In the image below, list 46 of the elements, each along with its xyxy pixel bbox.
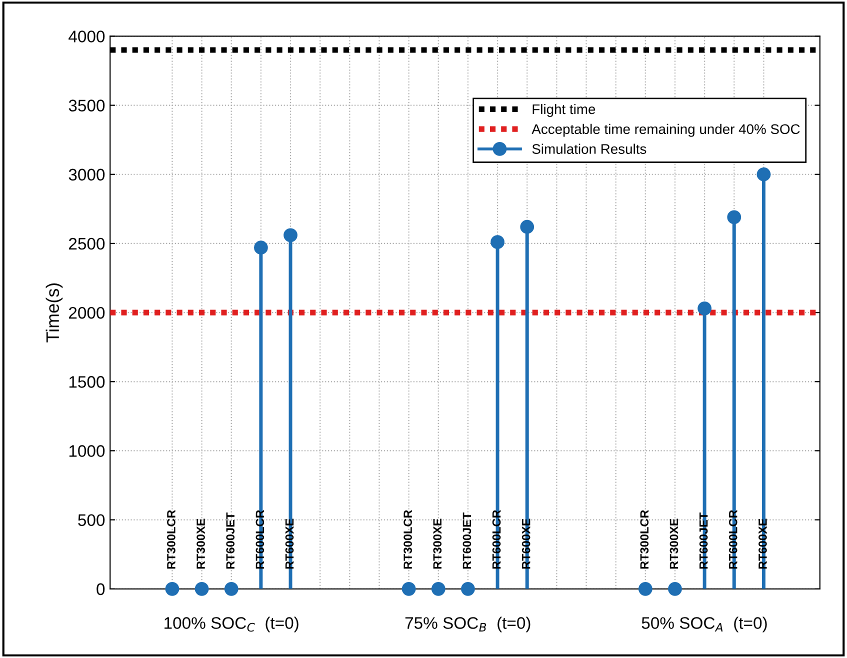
point bbox=[638, 582, 652, 596]
y-tick-label: 3000 bbox=[68, 168, 105, 181]
text: 100% SOC$_{C}$ (t=0) bbox=[164, 616, 298, 632]
y-tick-label: 1500 bbox=[69, 376, 105, 388]
point bbox=[284, 228, 298, 242]
point bbox=[165, 582, 180, 596]
point bbox=[698, 301, 712, 316]
y-tick-label: 3500 bbox=[68, 100, 105, 112]
x-tick-label: RT600LCR bbox=[728, 510, 738, 569]
y-tick-label: 500 bbox=[78, 514, 105, 526]
x-tick-label: RT300XE bbox=[196, 518, 205, 569]
y-tick-label: 0 bbox=[96, 583, 105, 596]
x-tick-label: RT300LCR bbox=[167, 510, 176, 569]
point bbox=[727, 210, 742, 224]
legend-label: Simulation Results bbox=[532, 144, 646, 154]
point bbox=[402, 582, 416, 596]
y-tick-label: 2000 bbox=[69, 306, 105, 319]
point bbox=[520, 220, 534, 234]
point bbox=[490, 235, 504, 250]
legend-label: Acceptable time remaining under 40% SOC bbox=[532, 124, 800, 137]
text: 75% SOC$_{B}$ (t=0) bbox=[405, 616, 530, 632]
x-tick-label: RT600JET bbox=[226, 512, 235, 569]
x-tick-label: RT300LCR bbox=[640, 510, 649, 569]
y-tick-label: 2500 bbox=[69, 238, 105, 250]
x-tick-label: RT600XE bbox=[758, 518, 767, 569]
point bbox=[224, 582, 238, 596]
x-tick-label: RT300XE bbox=[670, 518, 678, 569]
point bbox=[461, 582, 475, 596]
x-tick-label: RT600LCR bbox=[256, 510, 264, 569]
text: 50% SOC$_{A}$ (t=0) bbox=[642, 616, 767, 632]
legend-label: Flight time bbox=[532, 104, 596, 117]
x-tick-label: RT600JET bbox=[462, 512, 472, 569]
x-tick-label: RT300LCR bbox=[404, 510, 412, 569]
point bbox=[194, 582, 209, 596]
x-tick-label: RT600JET bbox=[699, 512, 708, 569]
y-tick-label: 1000 bbox=[69, 445, 105, 457]
x-tick-label: RT600XE bbox=[522, 518, 530, 569]
point bbox=[668, 582, 682, 596]
point bbox=[254, 240, 268, 255]
x-tick-label: RT300XE bbox=[433, 518, 442, 569]
x-tick-label: RT600XE bbox=[285, 518, 294, 569]
y-axis-title: Time(s) bbox=[46, 283, 63, 342]
x-tick-label: RT600LCR bbox=[492, 510, 501, 569]
point bbox=[756, 167, 771, 182]
y-tick-label: 4000 bbox=[68, 30, 105, 42]
point bbox=[431, 582, 446, 596]
